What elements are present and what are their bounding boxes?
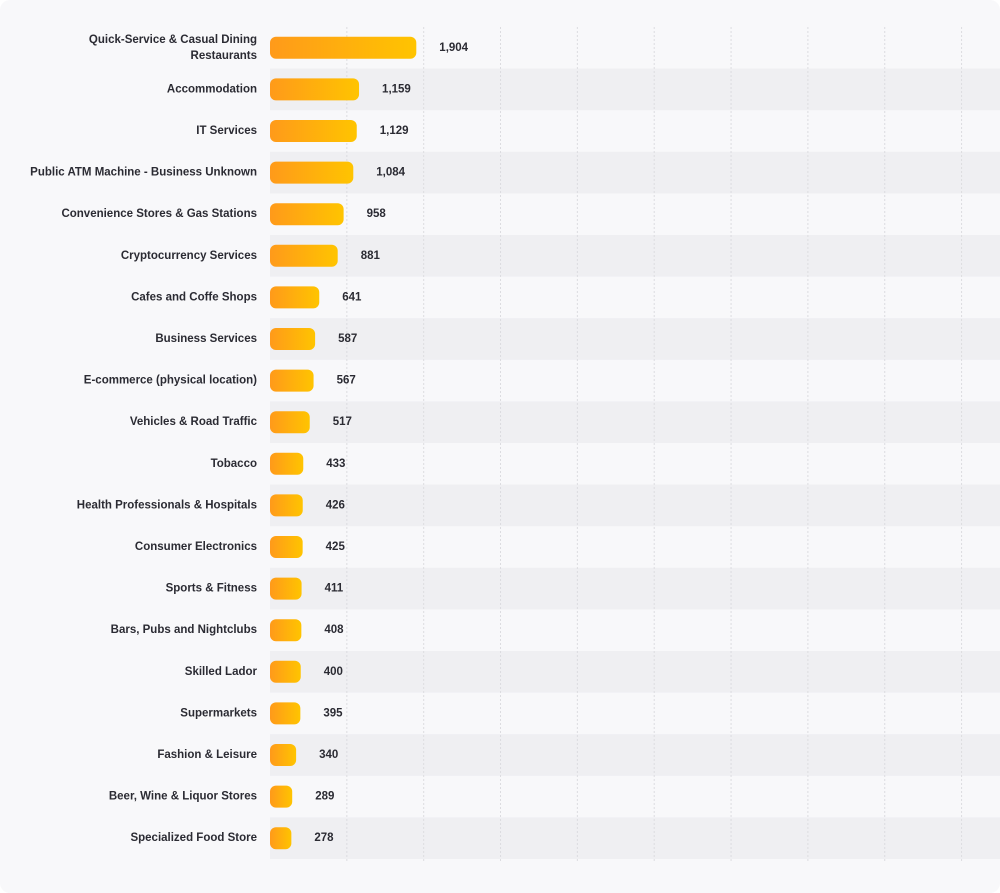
- category-label-line: Specialized Food Store: [130, 832, 257, 844]
- category-label-line: Convenience Stores & Gas Stations: [61, 208, 257, 220]
- value-label: 425: [326, 541, 346, 553]
- bar[interactable]: [270, 161, 354, 184]
- category-label-line: Supermarkets: [180, 707, 257, 719]
- category-label-line: Business Services: [155, 333, 257, 345]
- value-label: 881: [361, 250, 381, 262]
- category-label: Cryptocurrency Services: [121, 250, 257, 262]
- value-label: 395: [323, 707, 343, 719]
- value-label: 958: [367, 208, 387, 220]
- bar[interactable]: [270, 244, 338, 267]
- row-stripe: [270, 235, 1000, 277]
- category-label: Convenience Stores & Gas Stations: [61, 208, 257, 220]
- category-label-line: Bars, Pubs and Nightclubs: [111, 624, 257, 636]
- bar[interactable]: [270, 286, 320, 309]
- category-label-line: Beer, Wine & Liquor Stores: [109, 791, 257, 803]
- bar[interactable]: [270, 369, 314, 392]
- bar[interactable]: [270, 785, 293, 808]
- category-label: Fashion & Leisure: [157, 749, 257, 761]
- bar[interactable]: [270, 328, 316, 350]
- gridlines: [346, 27, 963, 862]
- value-label: 1,084: [376, 167, 405, 179]
- category-label: Public ATM Machine - Business Unknown: [30, 167, 257, 179]
- row-stripe: [270, 734, 1000, 776]
- bar[interactable]: [270, 78, 360, 101]
- category-label-line: Restaurants: [191, 50, 257, 62]
- category-label-line: Quick-Service & Casual Dining: [89, 34, 257, 46]
- value-label: 587: [338, 333, 357, 345]
- value-label: 340: [319, 749, 338, 761]
- category-label-line: Consumer Electronics: [135, 541, 257, 553]
- row-stripe: [270, 651, 1000, 693]
- category-label: Consumer Electronics: [135, 541, 257, 553]
- row-stripe: [270, 151, 1000, 194]
- category-label-line: Fashion & Leisure: [157, 749, 257, 761]
- value-label: 1,159: [382, 83, 411, 95]
- category-label: Tobacco: [211, 458, 257, 470]
- value-label: 1,904: [439, 42, 468, 54]
- value-label: 433: [326, 458, 345, 470]
- category-label-line: Cryptocurrency Services: [121, 250, 257, 262]
- value-label: 1,129: [380, 125, 409, 137]
- row-stripe: [270, 817, 1000, 859]
- bar[interactable]: [270, 744, 297, 766]
- category-label: Specialized Food Store: [130, 832, 257, 844]
- category-label-line: Accommodation: [167, 83, 257, 95]
- row-stripes: [270, 68, 1000, 859]
- value-label: 641: [342, 291, 362, 303]
- bar[interactable]: [270, 577, 302, 600]
- bar[interactable]: [270, 619, 302, 642]
- category-label: Bars, Pubs and Nightclubs: [111, 624, 257, 636]
- value-label: 567: [337, 375, 356, 387]
- category-label: Supermarkets: [180, 707, 257, 719]
- category-label-line: Vehicles & Road Traffic: [130, 416, 258, 428]
- value-label: 426: [326, 499, 345, 511]
- row-stripe: [270, 567, 1000, 610]
- bar[interactable]: [270, 827, 292, 850]
- bar[interactable]: [270, 536, 303, 558]
- category-label: Accommodation: [167, 83, 257, 95]
- bar[interactable]: [270, 120, 357, 142]
- bar[interactable]: [270, 494, 303, 517]
- category-label: Beer, Wine & Liquor Stores: [109, 791, 257, 803]
- category-label-line: IT Services: [196, 125, 257, 137]
- category-label-line: Sports & Fitness: [166, 583, 257, 595]
- category-label-line: E-commerce (physical location): [84, 375, 257, 387]
- row-stripe: [270, 318, 1000, 360]
- category-label-line: Skilled Lador: [185, 666, 258, 678]
- category-label: Health Professionals & Hospitals: [77, 499, 257, 511]
- category-label: Quick-Service & Casual Dining Restaurants: [89, 34, 257, 62]
- category-label-line: Cafes and Coffe Shops: [131, 291, 257, 303]
- bar[interactable]: [270, 203, 344, 226]
- value-label: 278: [314, 832, 334, 844]
- row-stripe: [270, 68, 1000, 111]
- category-label: Business Services: [155, 333, 257, 345]
- category-label: E-commerce (physical location): [84, 375, 257, 387]
- bar[interactable]: [270, 660, 301, 683]
- category-label-line: Tobacco: [211, 458, 257, 470]
- category-label: Cafes and Coffe Shops: [131, 291, 257, 303]
- value-label: 411: [325, 583, 344, 595]
- bar[interactable]: [270, 452, 304, 475]
- value-label: 408: [324, 624, 344, 636]
- row-stripe: [270, 484, 1000, 527]
- value-label: 400: [324, 666, 343, 678]
- bar[interactable]: [270, 36, 417, 59]
- category-label-line: Health Professionals & Hospitals: [77, 499, 257, 511]
- category-label: Skilled Lador: [185, 666, 258, 678]
- category-label-line: Public ATM Machine - Business Unknown: [30, 167, 257, 179]
- value-label: 289: [315, 791, 334, 803]
- value-label: 517: [333, 416, 352, 428]
- category-label: IT Services: [196, 125, 257, 137]
- bar[interactable]: [270, 411, 310, 434]
- bar[interactable]: [270, 702, 301, 725]
- category-label: Vehicles & Road Traffic: [130, 416, 258, 428]
- category-label: Sports & Fitness: [166, 583, 257, 595]
- row-stripe: [270, 401, 1000, 443]
